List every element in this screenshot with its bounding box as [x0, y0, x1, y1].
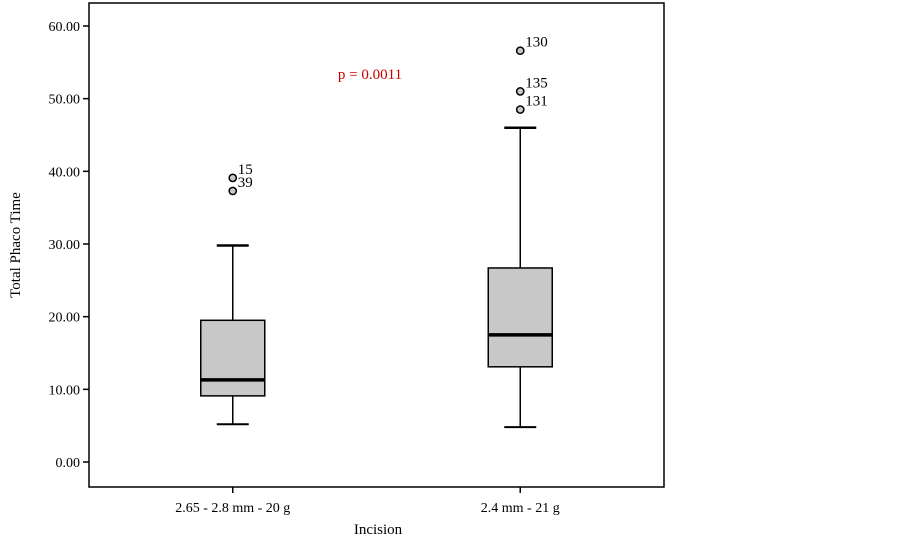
outlier-point [515, 87, 525, 96]
outlier-point [515, 105, 525, 114]
outlier-label: 39 [238, 175, 253, 191]
box-group: 130 135 131 [487, 35, 553, 429]
y-tick-label: 30.00 [49, 238, 81, 253]
y-axis-title: Total Phaco Time [8, 192, 24, 298]
outlier-label: 135 [525, 75, 548, 91]
iqr-box [487, 267, 553, 368]
iqr-box [200, 319, 266, 397]
outlier-point [228, 173, 238, 183]
y-tick-label: 40.00 [49, 165, 81, 180]
y-tick-label: 10.00 [49, 383, 81, 398]
x-axis: 2.65 - 2.8 mm - 20 g 2.4 mm - 21 g [175, 487, 560, 516]
y-tick-label: 20.00 [49, 311, 81, 326]
outlier-point [228, 186, 238, 196]
outlier-label: 130 [525, 35, 548, 51]
x-axis-title: Incision [354, 522, 403, 537]
y-tick-label: 0.00 [56, 456, 81, 471]
outlier-label: 131 [525, 94, 548, 110]
y-axis: 0.00 10.00 20.00 30.00 40.00 50.00 60.00 [49, 20, 89, 471]
x-tick-label: 2.65 - 2.8 mm - 20 g [175, 501, 290, 516]
plot-frame [88, 2, 665, 488]
y-tick-label: 50.00 [49, 93, 81, 108]
y-tick-label: 60.00 [49, 20, 81, 35]
x-tick-label: 2.4 mm - 21 g [481, 501, 560, 516]
outlier-label: 15 [238, 162, 253, 178]
p-value-annotation: p = 0.0011 [338, 67, 402, 83]
outlier-point [515, 46, 525, 56]
